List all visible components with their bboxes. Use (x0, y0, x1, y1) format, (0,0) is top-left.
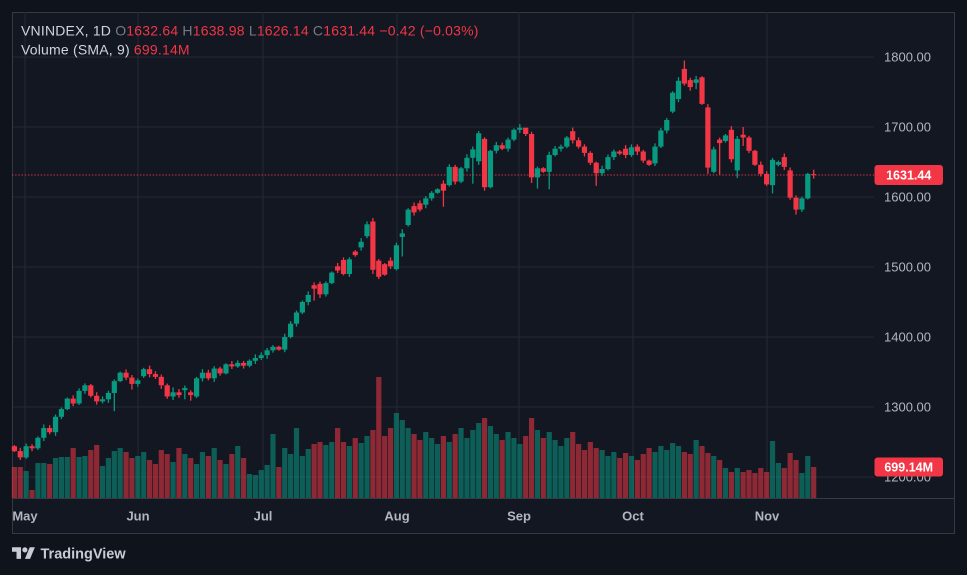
svg-text:1500.00: 1500.00 (884, 259, 931, 274)
svg-text:Sep: Sep (507, 509, 531, 524)
svg-text:VNINDEX, 1D O1632.64 H1638.98: VNINDEX, 1D O1632.64 H1638.98 L1626.14 C… (21, 23, 479, 39)
svg-text:Nov: Nov (755, 509, 780, 524)
svg-text:Jun: Jun (126, 509, 149, 524)
svg-text:1631.44: 1631.44 (886, 168, 931, 182)
svg-text:1300.00: 1300.00 (884, 399, 931, 414)
svg-text:1800.00: 1800.00 (884, 49, 931, 64)
svg-text:699.14M: 699.14M (884, 460, 933, 474)
svg-text:1600.00: 1600.00 (884, 189, 931, 204)
svg-text:Volume (SMA, 9) 699.14M: Volume (SMA, 9) 699.14M (21, 42, 190, 58)
svg-text:May: May (12, 509, 38, 524)
svg-text:1400.00: 1400.00 (884, 329, 931, 344)
svg-text:TradingView: TradingView (41, 547, 127, 563)
svg-text:Oct: Oct (622, 509, 644, 524)
svg-text:1700.00: 1700.00 (884, 119, 931, 134)
svg-text:Jul: Jul (254, 509, 273, 524)
svg-text:Aug: Aug (384, 509, 409, 524)
